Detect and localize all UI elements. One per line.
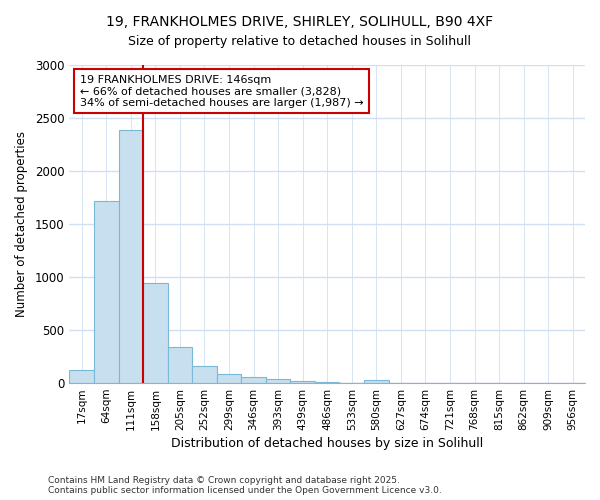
Text: Contains HM Land Registry data © Crown copyright and database right 2025.
Contai: Contains HM Land Registry data © Crown c… bbox=[48, 476, 442, 495]
Bar bbox=[217, 374, 241, 383]
Bar bbox=[315, 382, 340, 383]
Bar bbox=[290, 382, 315, 383]
Bar bbox=[143, 284, 167, 383]
Bar bbox=[266, 380, 290, 383]
Bar bbox=[241, 376, 266, 383]
Y-axis label: Number of detached properties: Number of detached properties bbox=[15, 131, 28, 317]
Text: 19 FRANKHOLMES DRIVE: 146sqm
← 66% of detached houses are smaller (3,828)
34% of: 19 FRANKHOLMES DRIVE: 146sqm ← 66% of de… bbox=[80, 74, 364, 108]
Text: Size of property relative to detached houses in Solihull: Size of property relative to detached ho… bbox=[128, 35, 472, 48]
Bar bbox=[364, 380, 389, 383]
X-axis label: Distribution of detached houses by size in Solihull: Distribution of detached houses by size … bbox=[171, 437, 484, 450]
Bar bbox=[119, 130, 143, 383]
Bar bbox=[340, 382, 364, 383]
Text: 19, FRANKHOLMES DRIVE, SHIRLEY, SOLIHULL, B90 4XF: 19, FRANKHOLMES DRIVE, SHIRLEY, SOLIHULL… bbox=[106, 15, 494, 29]
Bar bbox=[192, 366, 217, 383]
Bar bbox=[70, 370, 94, 383]
Bar bbox=[94, 200, 119, 383]
Bar bbox=[167, 347, 192, 383]
